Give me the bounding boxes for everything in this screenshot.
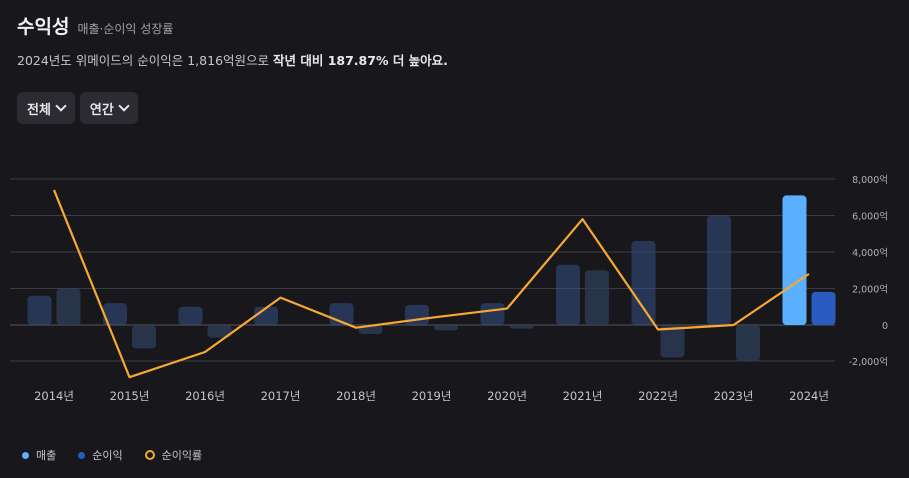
revenue-legend-dot <box>22 451 29 459</box>
net-income-bar <box>736 325 760 361</box>
header: 수익성 매출·순이익 성장률 <box>17 12 173 39</box>
page-title: 수익성 <box>17 16 70 38</box>
net-income-bar <box>509 325 534 329</box>
chevron-down-icon <box>118 100 130 112</box>
profitability-chart: 8,000억 6,000억 4,000억 2,000억 0 -2,000억 2014년 201… <box>10 174 888 403</box>
x-tick-label: 2014년 <box>34 389 74 403</box>
net-income-bar <box>56 288 81 325</box>
growth-line <box>52 189 810 379</box>
revenue-bar <box>782 195 807 325</box>
summary-prefix: 2024년도 위메이드의 순이익은 1,816억원으로 <box>17 53 273 68</box>
legend-item-revenue[interactable]: 매출 <box>22 447 56 463</box>
net-income-bar <box>207 325 232 338</box>
x-tick-label: 2019년 <box>412 389 452 403</box>
revenue-bar <box>480 303 505 325</box>
period-filter-label: 연간 <box>89 102 114 118</box>
page-subtitle: 매출·순이익 성장률 <box>77 22 174 36</box>
growth-legend-ring <box>144 450 155 460</box>
y-tick-label: 0 <box>882 321 888 332</box>
y-tick-label: 4,000억 <box>852 247 888 259</box>
net-income-bar <box>585 270 609 325</box>
scope-filter-label: 전체 <box>27 102 51 118</box>
x-tick-label: 2017년 <box>261 389 301 403</box>
net-income-legend-dot <box>78 451 86 459</box>
scope-filter-dropdown[interactable]: 전체 <box>17 92 75 124</box>
y-tick-label: 6,000억 <box>852 211 888 223</box>
net-income-bar <box>132 325 156 349</box>
revenue-bar <box>254 306 278 325</box>
revenue-bar <box>405 304 429 325</box>
y-tick-label: -2,000억 <box>849 356 888 368</box>
x-tick-label: 2016년 <box>185 389 225 403</box>
net-income-bar <box>811 291 836 325</box>
x-tick-label: 2015년 <box>110 389 150 403</box>
legend-label-growth: 순이익률 <box>161 449 203 462</box>
chart-legend: 매출 순이익 순이익률 <box>22 447 202 463</box>
legend-item-growth[interactable]: 순이익률 <box>144 447 203 463</box>
y-tick-label: 8,000억 <box>852 174 888 186</box>
net-income-bar <box>660 325 685 358</box>
revenue-bar <box>707 215 731 325</box>
legend-label-net-income: 순이익 <box>92 449 123 462</box>
x-tick-label: 2022년 <box>638 389 678 403</box>
revenue-bar <box>178 306 203 325</box>
x-tick-label: 2020년 <box>487 389 527 403</box>
x-tick-label: 2018년 <box>336 389 376 403</box>
x-tick-label: 2021년 <box>563 389 603 403</box>
revenue-bar <box>556 264 580 325</box>
summary-text: 2024년도 위메이드의 순이익은 1,816억원으로 작년 대비 187.87… <box>17 50 448 69</box>
period-filter-dropdown[interactable]: 연간 <box>79 92 138 124</box>
revenue-bar <box>27 295 52 325</box>
y-tick-label: 2,000억 <box>852 284 888 296</box>
legend-item-net-income[interactable]: 순이익 <box>78 447 123 463</box>
x-tick-label: 2024년 <box>789 389 829 403</box>
revenue-bar <box>631 241 656 325</box>
chevron-down-icon <box>55 100 67 112</box>
legend-label-revenue: 매출 <box>36 449 57 462</box>
summary-highlight: 작년 대비 187.87% 더 높아요. <box>273 53 448 68</box>
net-income-bar <box>434 325 458 331</box>
filter-bar: 전체 연간 <box>17 92 138 124</box>
revenue-bar <box>103 303 127 325</box>
x-tick-label: 2023년 <box>714 389 754 403</box>
